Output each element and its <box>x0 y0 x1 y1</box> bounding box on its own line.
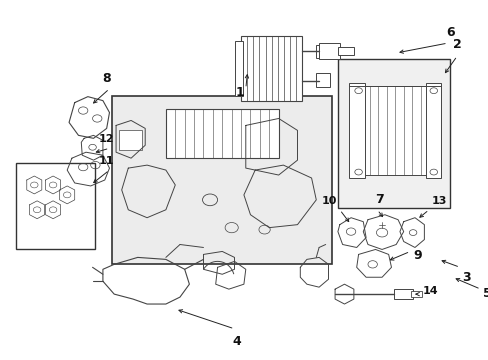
Bar <box>337 59 449 208</box>
Bar <box>119 130 142 150</box>
Bar <box>234 41 243 96</box>
Bar <box>316 45 330 58</box>
Text: 4: 4 <box>231 335 240 348</box>
Text: 5: 5 <box>482 287 488 300</box>
Bar <box>165 109 278 158</box>
Text: 13: 13 <box>431 196 447 206</box>
Text: 10: 10 <box>321 196 336 206</box>
Bar <box>17 163 95 249</box>
Text: 14: 14 <box>422 286 437 296</box>
Text: 2: 2 <box>452 38 461 51</box>
Text: 8: 8 <box>102 72 111 85</box>
Text: 6: 6 <box>446 26 454 39</box>
Bar <box>112 96 331 264</box>
Text: 12: 12 <box>99 134 114 144</box>
Bar <box>241 36 302 100</box>
Bar <box>319 43 339 59</box>
Text: 3: 3 <box>461 271 469 284</box>
Bar <box>316 73 330 87</box>
Bar <box>348 83 365 178</box>
Bar <box>410 291 422 297</box>
Bar <box>337 47 353 55</box>
Text: 1: 1 <box>235 86 244 99</box>
Bar <box>426 83 440 178</box>
Text: 7: 7 <box>374 193 383 206</box>
Text: 11: 11 <box>99 156 114 166</box>
Bar <box>393 289 412 299</box>
Text: 9: 9 <box>412 249 421 262</box>
Bar <box>361 86 428 175</box>
